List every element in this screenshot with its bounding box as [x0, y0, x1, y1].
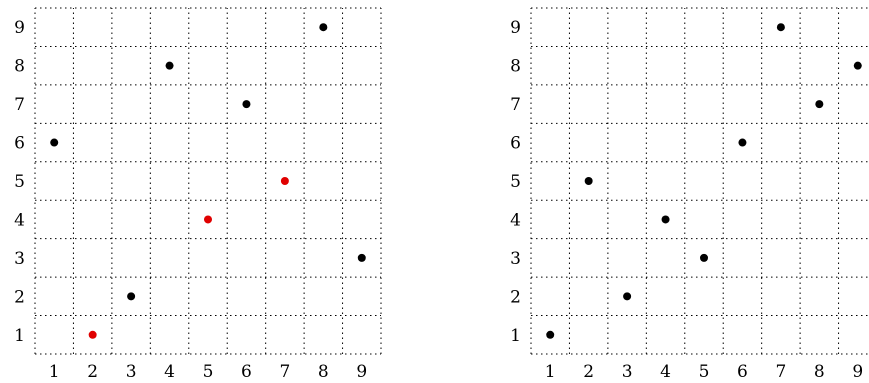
y-tick-label: 5: [510, 172, 521, 192]
y-tick-label: 1: [510, 326, 521, 346]
data-point: [357, 253, 366, 262]
highlighted-data-point: [204, 215, 212, 224]
data-point: [661, 215, 670, 224]
data-point: [319, 23, 328, 32]
x-tick-label: 6: [737, 362, 748, 382]
x-tick-label: 6: [241, 362, 252, 382]
data-point: [700, 253, 708, 262]
data-point: [738, 138, 747, 147]
data-point: [546, 330, 555, 339]
x-tick-label: 8: [814, 362, 825, 382]
y-tick-label: 8: [14, 57, 25, 77]
left-permutation-grid: 1 2 3 4 5 6 7 8 9 1 2 3 4 5 6 7 8 9: [14, 7, 382, 382]
x-tick-label: 4: [660, 362, 671, 382]
data-point: [815, 100, 824, 109]
data-point: [50, 138, 59, 147]
y-tick-label: 1: [14, 326, 25, 346]
y-tick-label: 4: [14, 210, 25, 230]
x-tick-label: 1: [49, 362, 60, 382]
x-tick-label: 2: [583, 362, 594, 382]
data-point: [853, 61, 862, 70]
x-tick-label: 9: [852, 362, 863, 382]
x-tick-label: 5: [203, 362, 214, 382]
x-tick-label: 3: [126, 362, 137, 382]
x-tick-label: 1: [545, 362, 556, 382]
y-tick-label: 2: [510, 287, 521, 307]
y-tick-label: 3: [510, 249, 521, 269]
x-tick-label: 7: [279, 362, 290, 382]
y-tick-label: 3: [14, 249, 25, 269]
x-tick-label: 3: [622, 362, 633, 382]
x-tick-label: 7: [775, 362, 786, 382]
y-tick-label: 7: [14, 95, 25, 115]
data-point: [623, 292, 632, 301]
data-point: [165, 61, 174, 70]
x-tick-label: 8: [318, 362, 329, 382]
y-tick-label: 6: [510, 134, 521, 154]
y-tick-label: 7: [510, 95, 521, 115]
y-tick-label: 6: [14, 134, 25, 154]
y-tick-label: 8: [510, 57, 521, 77]
x-tick-label: 4: [164, 362, 175, 382]
x-tick-label: 9: [356, 362, 367, 382]
y-tick-label: 2: [14, 287, 25, 307]
data-point: [127, 292, 136, 301]
right-permutation-grid: 1 2 3 4 5 6 7 8 9 1 2 3 4 5 6 7 8 9: [510, 7, 869, 382]
y-tick-label: 5: [14, 172, 25, 192]
y-tick-label: 4: [510, 210, 521, 230]
data-point: [242, 100, 251, 109]
highlighted-data-point: [88, 330, 97, 339]
highlighted-data-point: [280, 177, 289, 185]
data-point: [776, 23, 785, 32]
y-tick-label: 9: [14, 18, 25, 38]
x-tick-label: 2: [87, 362, 98, 382]
x-tick-label: 5: [699, 362, 710, 382]
y-tick-label: 9: [510, 18, 521, 38]
data-point: [584, 177, 593, 185]
